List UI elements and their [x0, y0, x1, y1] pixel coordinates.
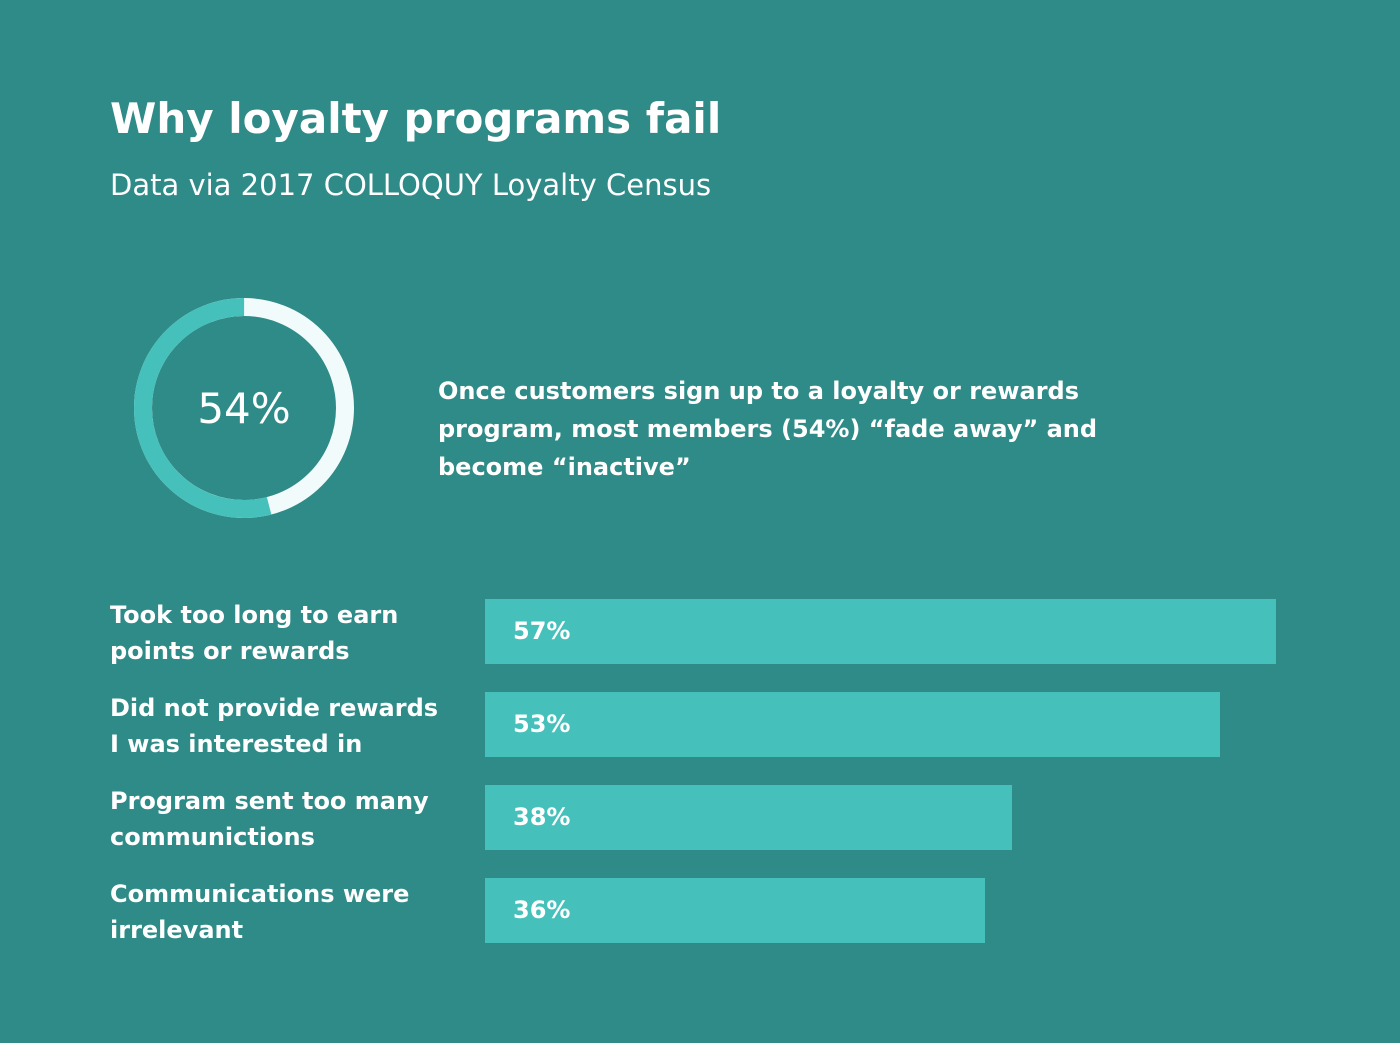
bar-value-label: 53%: [513, 710, 571, 738]
headline-text: Once customers sign up to a loyalty or r…: [438, 377, 1098, 481]
bar: [485, 692, 1220, 757]
donut-svg: [134, 298, 354, 518]
chart-title: Why loyalty programs fail: [110, 94, 722, 143]
bar-row: Took too long to earn points or rewards …: [0, 599, 1400, 665]
bar: [485, 599, 1276, 664]
bar: [485, 785, 1012, 850]
donut-chart: 54%: [132, 296, 356, 520]
bar-value-label: 36%: [513, 896, 571, 924]
bar-value-label: 57%: [513, 617, 571, 645]
bar-row: Did not provide rewards I was interested…: [0, 692, 1400, 758]
bar-row: Program sent too many communictions 38%: [0, 785, 1400, 851]
bar-category-label: Program sent too many communictions: [110, 787, 429, 851]
bar-category-label: Communications were irrelevant: [110, 880, 410, 944]
bar-category-label: Took too long to earn points or rewards: [110, 601, 399, 665]
chart-subtitle: Data via 2017 COLLOQUY Loyalty Census: [110, 168, 712, 202]
bar: [485, 878, 985, 943]
bar-value-label: 38%: [513, 803, 571, 831]
bar-row: Communications were irrelevant 36%: [0, 878, 1400, 944]
donut-percentage: 54%: [197, 383, 291, 433]
bar-category-label: Did not provide rewards I was interested…: [110, 694, 439, 758]
